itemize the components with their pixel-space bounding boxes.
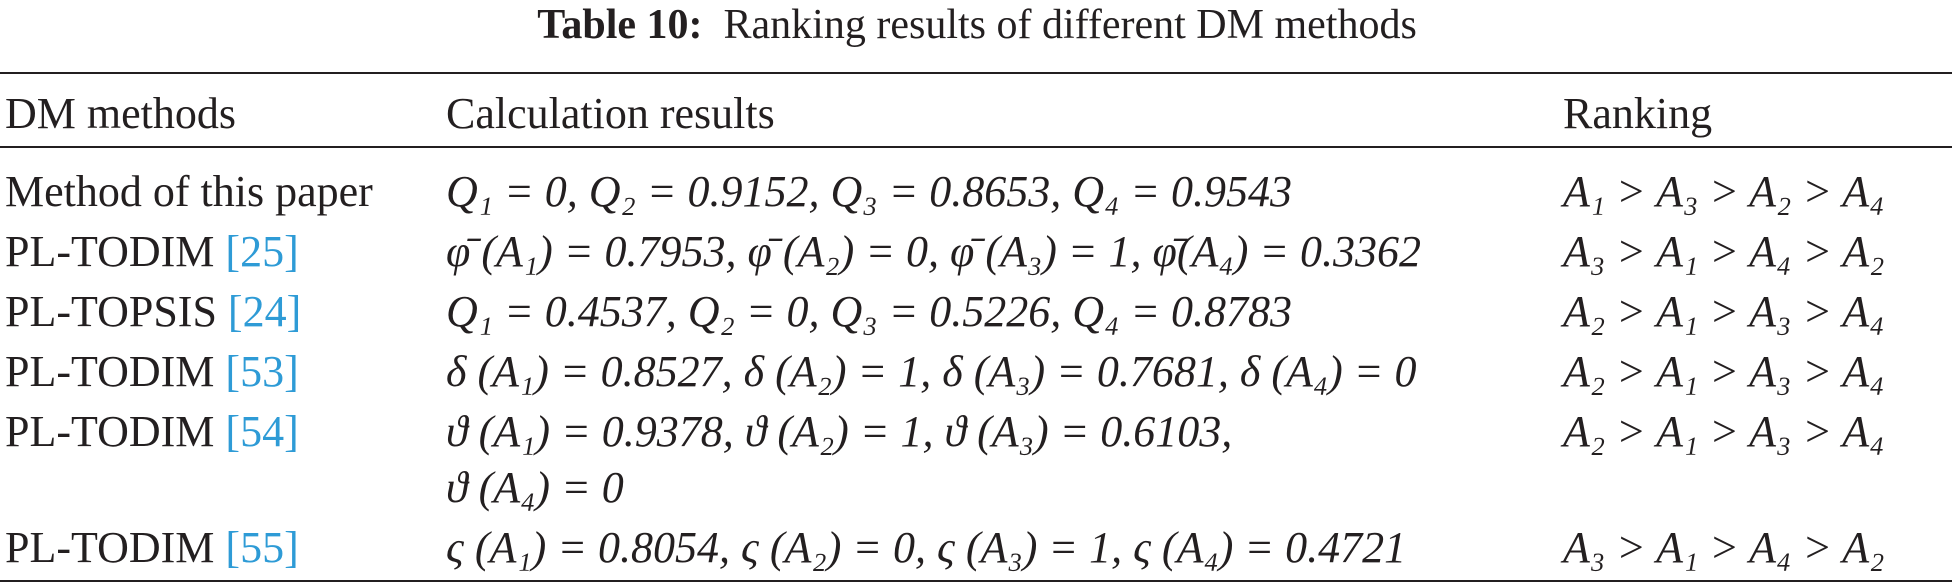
result-line: ϑ (A₄) = 0 — [446, 463, 624, 512]
header-rule — [0, 146, 1952, 148]
bottom-rule — [0, 580, 1952, 582]
citation: [55] — [225, 523, 299, 572]
top-rule — [0, 72, 1952, 74]
header-cell: Ranking — [1563, 89, 1713, 138]
result-line: Q₁ = 0.4537, Q₂ = 0, Q₃ = 0.5226, Q₄ = 0… — [446, 287, 1293, 336]
ranking-cell: A₃ > A₁ > A₄ > A₂ — [1563, 523, 1885, 572]
method-name: Method of this paper — [5, 167, 373, 216]
method-name: PL-TOPSIS — [5, 287, 217, 336]
method-name: PL-TODIM — [5, 227, 215, 276]
citation: [25] — [225, 227, 299, 276]
method-cell: PL-TOPSIS [24] — [5, 290, 301, 334]
result-line: δ (A₁) = 0.8527, δ (A₂) = 1, δ (A₃) = 0.… — [446, 347, 1417, 396]
citation: [54] — [225, 407, 299, 456]
table-label: Table 10: — [537, 2, 703, 48]
citation: [53] — [225, 347, 299, 396]
result-line: φ̄ (A₁) = 0.7953, φ̄ (A₂) = 0, φ̄ (A₃) =… — [446, 227, 1422, 276]
table-title: Table 10: Ranking results of different D… — [0, 4, 1954, 46]
method-name: PL-TODIM — [5, 347, 215, 396]
method-cell: Method of this paper — [5, 170, 373, 214]
ranking-cell: A₂ > A₁ > A₃ > A₄ — [1563, 347, 1885, 396]
citation: [24] — [227, 287, 302, 336]
header-cell: Calculation results — [446, 89, 775, 138]
ranking-cell: A₁ > A₃ > A₂ > A₄ — [1563, 167, 1885, 216]
ranking-cell: A₂ > A₁ > A₃ > A₄ — [1563, 287, 1885, 336]
result-line: ϑ (A₁) = 0.9378, ϑ (A₂) = 1, ϑ (A₃) = 0.… — [446, 407, 1233, 456]
method-cell: PL-TODIM [55] — [5, 526, 299, 570]
method-cell: PL-TODIM [54] — [5, 410, 299, 454]
table-caption: Ranking results of different DM methods — [723, 2, 1417, 48]
result-line: Q₁ = 0, Q₂ = 0.9152, Q₃ = 0.8653, Q₄ = 0… — [446, 167, 1293, 216]
header-cell: DM methods — [5, 89, 236, 138]
method-cell: PL-TODIM [53] — [5, 350, 299, 394]
ranking-cell: A₃ > A₁ > A₄ > A₂ — [1563, 227, 1885, 276]
method-cell: PL-TODIM [25] — [5, 230, 299, 274]
ranking-cell: A₂ > A₁ > A₃ > A₄ — [1563, 407, 1885, 456]
method-name: PL-TODIM — [5, 523, 215, 572]
result-line: ς (A₁) = 0.8054, ς (A₂) = 0, ς (A₃) = 1,… — [446, 523, 1407, 572]
method-name: PL-TODIM — [5, 407, 215, 456]
